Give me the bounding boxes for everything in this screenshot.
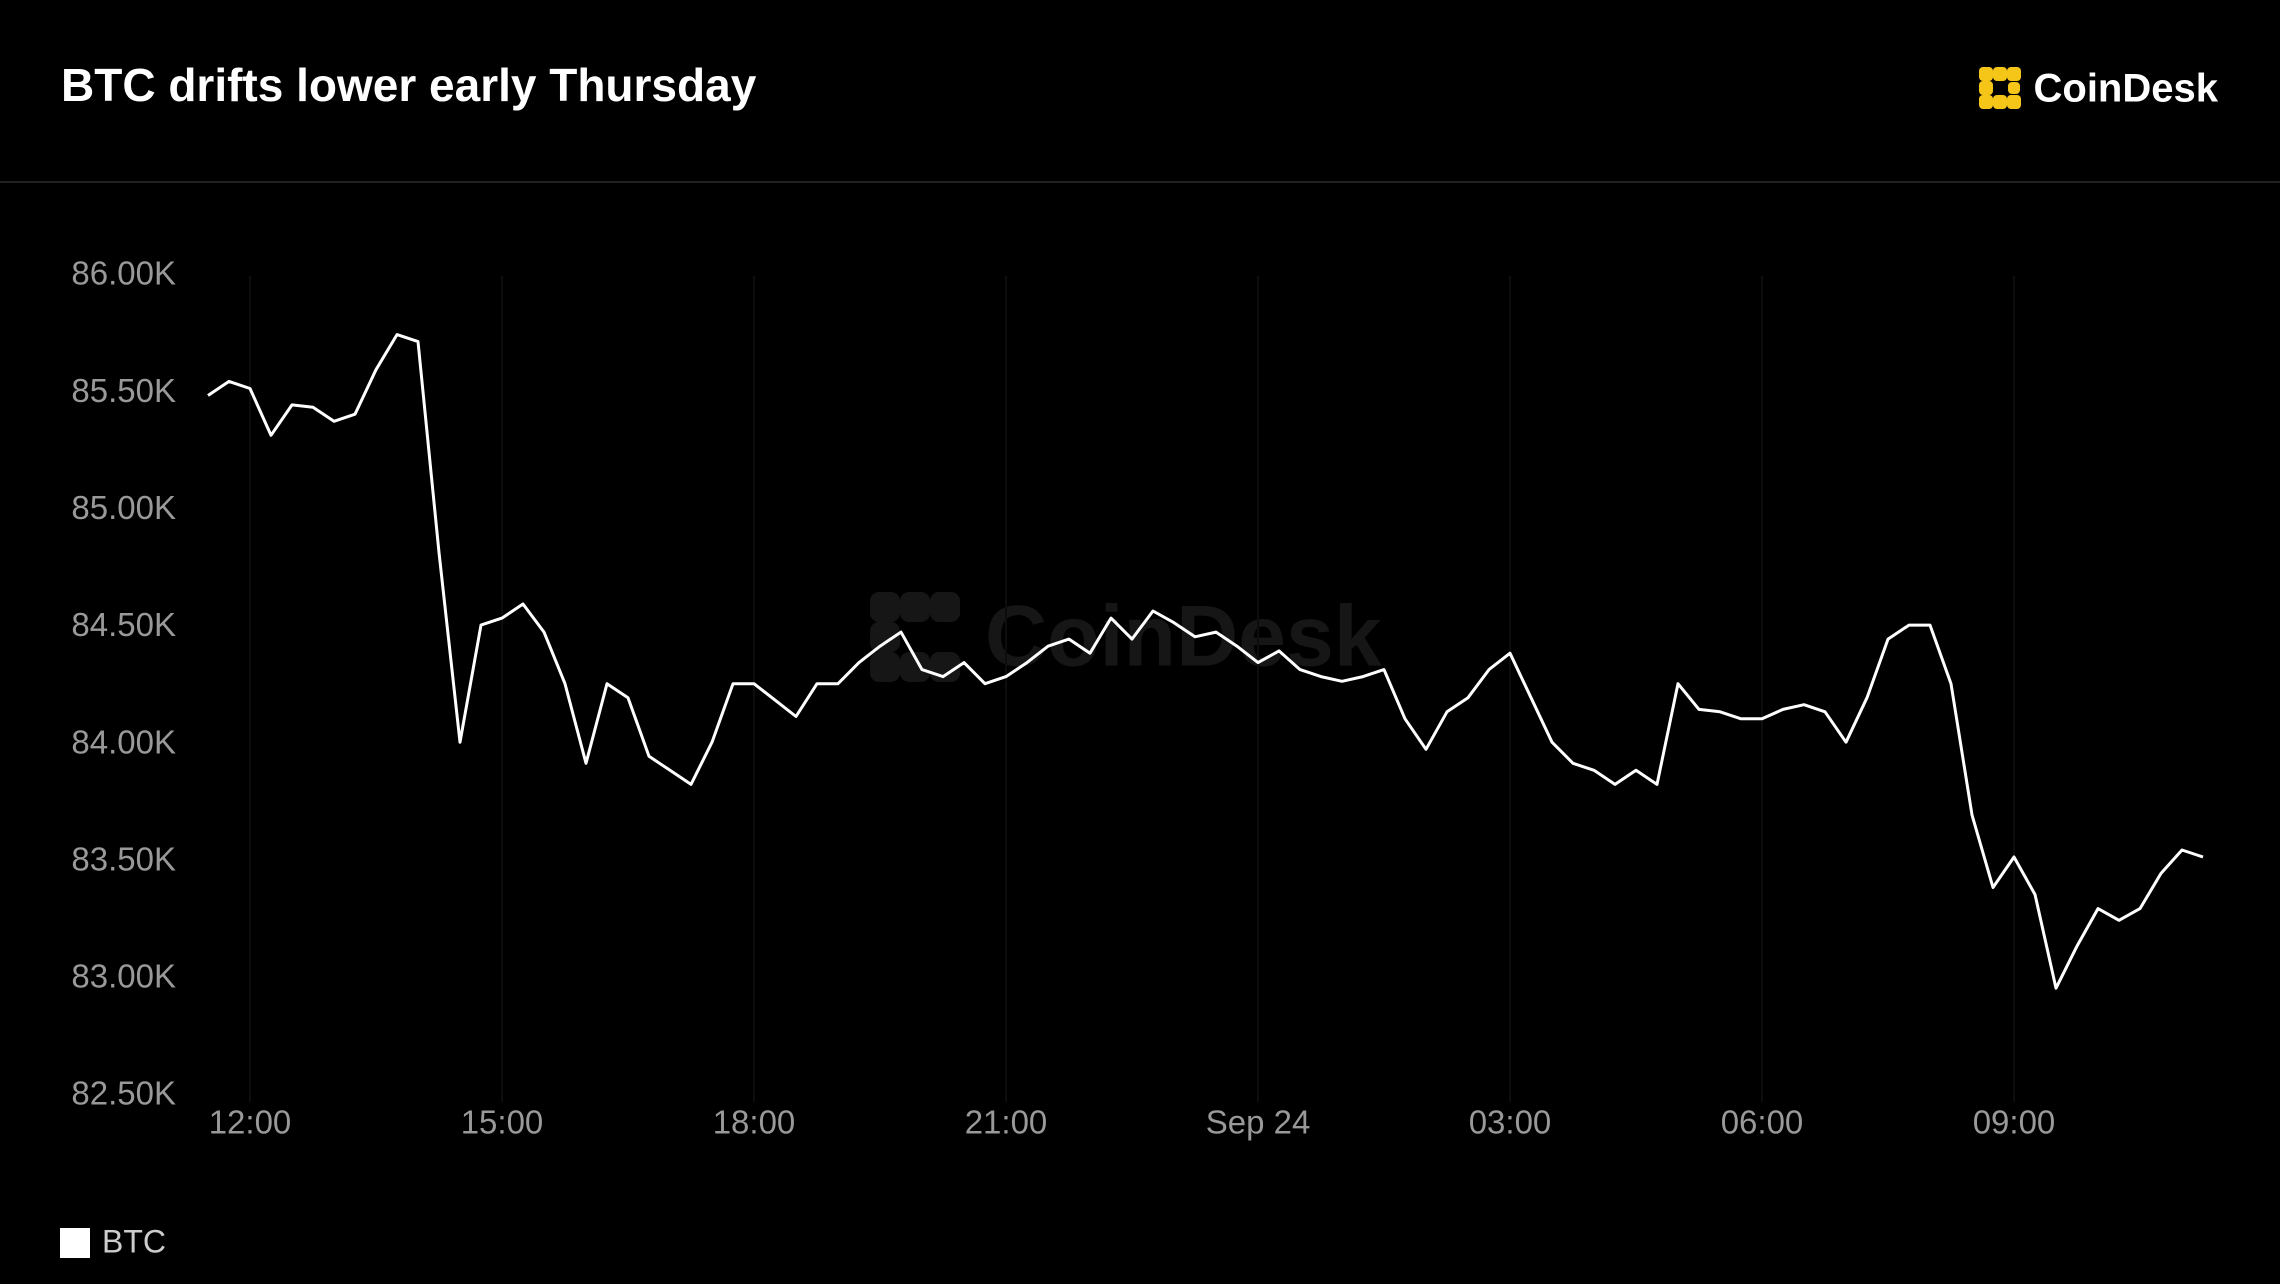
y-tick-label: 84.50K (71, 606, 176, 643)
logo: CoinDesk (2034, 67, 2219, 111)
watermark: CoinDesk (870, 589, 1382, 685)
x-tick-label: Sep 24 (1206, 1104, 1311, 1141)
x-tick-label: 09:00 (1973, 1104, 2056, 1141)
x-tick-label: 21:00 (965, 1104, 1048, 1141)
x-tick-label: 03:00 (1469, 1104, 1552, 1141)
y-tick-label: 82.50K (71, 1075, 176, 1112)
legend-label: BTC (102, 1223, 166, 1259)
legend-swatch (60, 1228, 90, 1258)
y-tick-label: 83.50K (71, 840, 176, 877)
x-tick-label: 15:00 (461, 1104, 544, 1141)
y-tick-label: 86.00K (71, 255, 176, 292)
x-tick-label: 06:00 (1721, 1104, 1804, 1141)
watermark-text: CoinDesk (985, 589, 1382, 685)
logo-icon (1979, 67, 2021, 109)
price-line (207, 333, 2204, 990)
y-tick-label: 85.00K (71, 489, 176, 526)
y-tick-label: 85.50K (71, 372, 176, 409)
y-tick-label: 83.00K (71, 958, 176, 995)
y-tick-label: 84.00K (71, 723, 176, 760)
x-tick-label: 18:00 (713, 1104, 796, 1141)
chart-title: BTC drifts lower early Thursday (61, 59, 757, 111)
x-tick-label: 12:00 (209, 1104, 292, 1141)
